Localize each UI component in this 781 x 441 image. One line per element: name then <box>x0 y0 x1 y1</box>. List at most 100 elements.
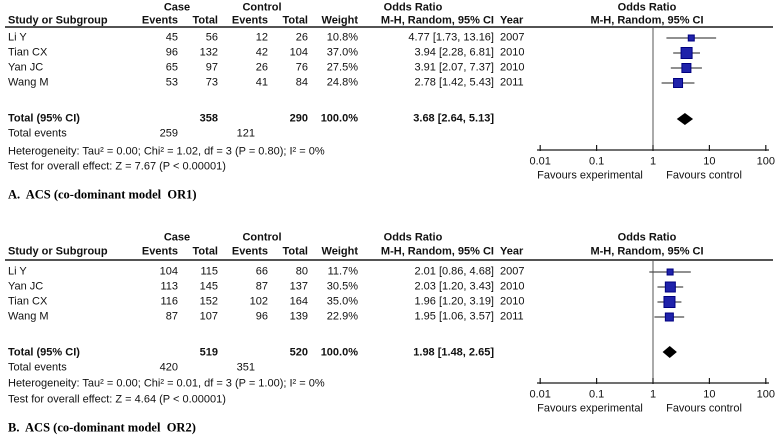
effect-square <box>664 312 674 322</box>
control-group-header: Control <box>242 231 282 244</box>
total-events-label: Total events <box>8 127 67 140</box>
plot-mh-header: M-H, Random, 95% CI <box>590 14 704 27</box>
odds-ratio-left-header: Odds Ratio <box>383 1 443 14</box>
control-total-value: 80 <box>295 265 308 278</box>
study-column-header: Study or Subgroup <box>8 14 108 27</box>
heterogeneity-text: Heterogeneity: Tau² = 0.00; Chi² = 0.01,… <box>8 377 325 390</box>
case-total-value: 73 <box>205 76 218 89</box>
total-row-label: Total (95% CI) <box>8 112 80 125</box>
case-total-value: 145 <box>199 280 218 293</box>
study-name: Tian CX <box>8 46 48 59</box>
total-events-control-value: 121 <box>236 127 255 140</box>
total-case-total-value: 519 <box>199 346 218 359</box>
weight-value: 22.9% <box>326 310 358 323</box>
case-events-value: 53 <box>165 76 178 89</box>
case-events-value: 65 <box>165 61 178 74</box>
control-events-value: 102 <box>249 295 268 308</box>
study-column-header: Study or Subgroup <box>8 245 108 258</box>
or-ci-column-header: M-H, Random, 95% CI <box>380 245 494 258</box>
study-name: Yan JC <box>8 280 44 293</box>
case-events-value: 87 <box>165 310 178 323</box>
heterogeneity-text: Heterogeneity: Tau² = 0.00; Chi² = 1.02,… <box>8 145 325 158</box>
or-ci-value: 3.94 [2.28, 6.81] <box>414 46 494 59</box>
total-events-case-value: 420 <box>159 361 178 374</box>
study-name: Wang M <box>8 76 49 89</box>
odds-ratio-right-header: Odds Ratio <box>617 1 677 14</box>
weight-column-header: Weight <box>321 14 358 27</box>
control-total-value: 164 <box>289 295 308 308</box>
weight-value: 35.0% <box>326 295 358 308</box>
weight-value: 24.8% <box>326 76 358 89</box>
year-value: 2010 <box>500 46 525 59</box>
weight-value: 27.5% <box>326 61 358 74</box>
effect-square <box>663 296 676 308</box>
case-total-column-header: Total <box>192 245 218 258</box>
axis-tick-label: 10 <box>703 155 716 168</box>
case-events-value: 116 <box>160 295 178 308</box>
study-name: Yan JC <box>8 61 44 74</box>
case-group-header: Case <box>163 231 191 244</box>
case-total-value: 107 <box>199 310 218 323</box>
control-events-column-header: Events <box>231 245 268 258</box>
axis-tick-label: 1 <box>649 155 657 168</box>
axis-tick-label: 0.01 <box>529 388 551 401</box>
or-ci-value: 2.78 [1.42, 5.43] <box>414 76 494 89</box>
plot-mh-header: M-H, Random, 95% CI <box>590 245 704 258</box>
or-ci-value: 1.95 [1.06, 3.57] <box>414 310 494 323</box>
control-group-header: Control <box>242 1 282 14</box>
total-events-control-value: 351 <box>236 361 255 374</box>
study-name: Tian CX <box>8 295 48 308</box>
case-total-value: 56 <box>205 31 218 44</box>
axis-tick-label: 100 <box>756 155 775 168</box>
axis-tick-label: 1 <box>649 388 657 401</box>
favours-right-label: Favours control <box>666 402 742 415</box>
panel-a-label: A. ACS (co-dominant model OR1) <box>8 187 197 202</box>
control-total-value: 104 <box>289 46 308 59</box>
or-ci-value: 2.03 [1.20, 3.43] <box>414 280 494 293</box>
case-total-column-header: Total <box>192 14 218 27</box>
axis-tick-label: 100 <box>756 388 775 401</box>
control-events-value: 42 <box>255 46 268 59</box>
control-total-value: 137 <box>289 280 308 293</box>
control-total-value: 84 <box>295 76 308 89</box>
year-value: 2007 <box>500 31 525 44</box>
control-events-column-header: Events <box>231 14 268 27</box>
year-value: 2007 <box>500 265 525 278</box>
total-or-ci-value: 1.98 [1.48, 2.65] <box>413 346 494 359</box>
or-ci-value: 1.96 [1.20, 3.19] <box>414 295 494 308</box>
study-name: Li Y <box>8 265 27 278</box>
panel-b-label: B. ACS (co-dominant model OR2) <box>8 420 196 435</box>
total-or-ci-value: 3.68 [2.64, 5.13] <box>413 112 494 125</box>
case-group-header: Case <box>163 1 191 14</box>
axis-tick-label: 10 <box>703 388 716 401</box>
or-ci-value: 3.91 [2.07, 7.37] <box>414 61 494 74</box>
favours-left-label: Favours experimental <box>537 169 643 182</box>
control-events-value: 96 <box>255 310 268 323</box>
effect-square <box>680 47 693 59</box>
weight-column-header: Weight <box>321 245 358 258</box>
effect-square <box>681 63 692 73</box>
or-ci-value: 2.01 [0.86, 4.68] <box>414 265 494 278</box>
year-value: 2010 <box>500 61 525 74</box>
total-weight-value: 100.0% <box>320 346 358 359</box>
odds-ratio-right-header: Odds Ratio <box>617 231 677 244</box>
case-total-value: 115 <box>200 265 218 278</box>
case-events-column-header: Events <box>141 245 178 258</box>
effect-square <box>666 268 674 276</box>
favours-left-label: Favours experimental <box>537 402 643 415</box>
summary-diamond <box>676 113 694 125</box>
control-total-value: 139 <box>289 310 308 323</box>
weight-value: 37.0% <box>326 46 358 59</box>
case-events-column-header: Events <box>141 14 178 27</box>
axis-tick-label: 0.1 <box>588 155 605 168</box>
axis-tick-label: 0.01 <box>529 155 551 168</box>
case-events-value: 96 <box>165 46 178 59</box>
case-events-value: 113 <box>160 280 178 293</box>
case-total-value: 152 <box>199 295 218 308</box>
case-total-value: 97 <box>205 61 218 74</box>
case-total-value: 132 <box>199 46 218 59</box>
total-control-total-value: 520 <box>289 346 308 359</box>
weight-value: 11.7% <box>327 265 358 278</box>
